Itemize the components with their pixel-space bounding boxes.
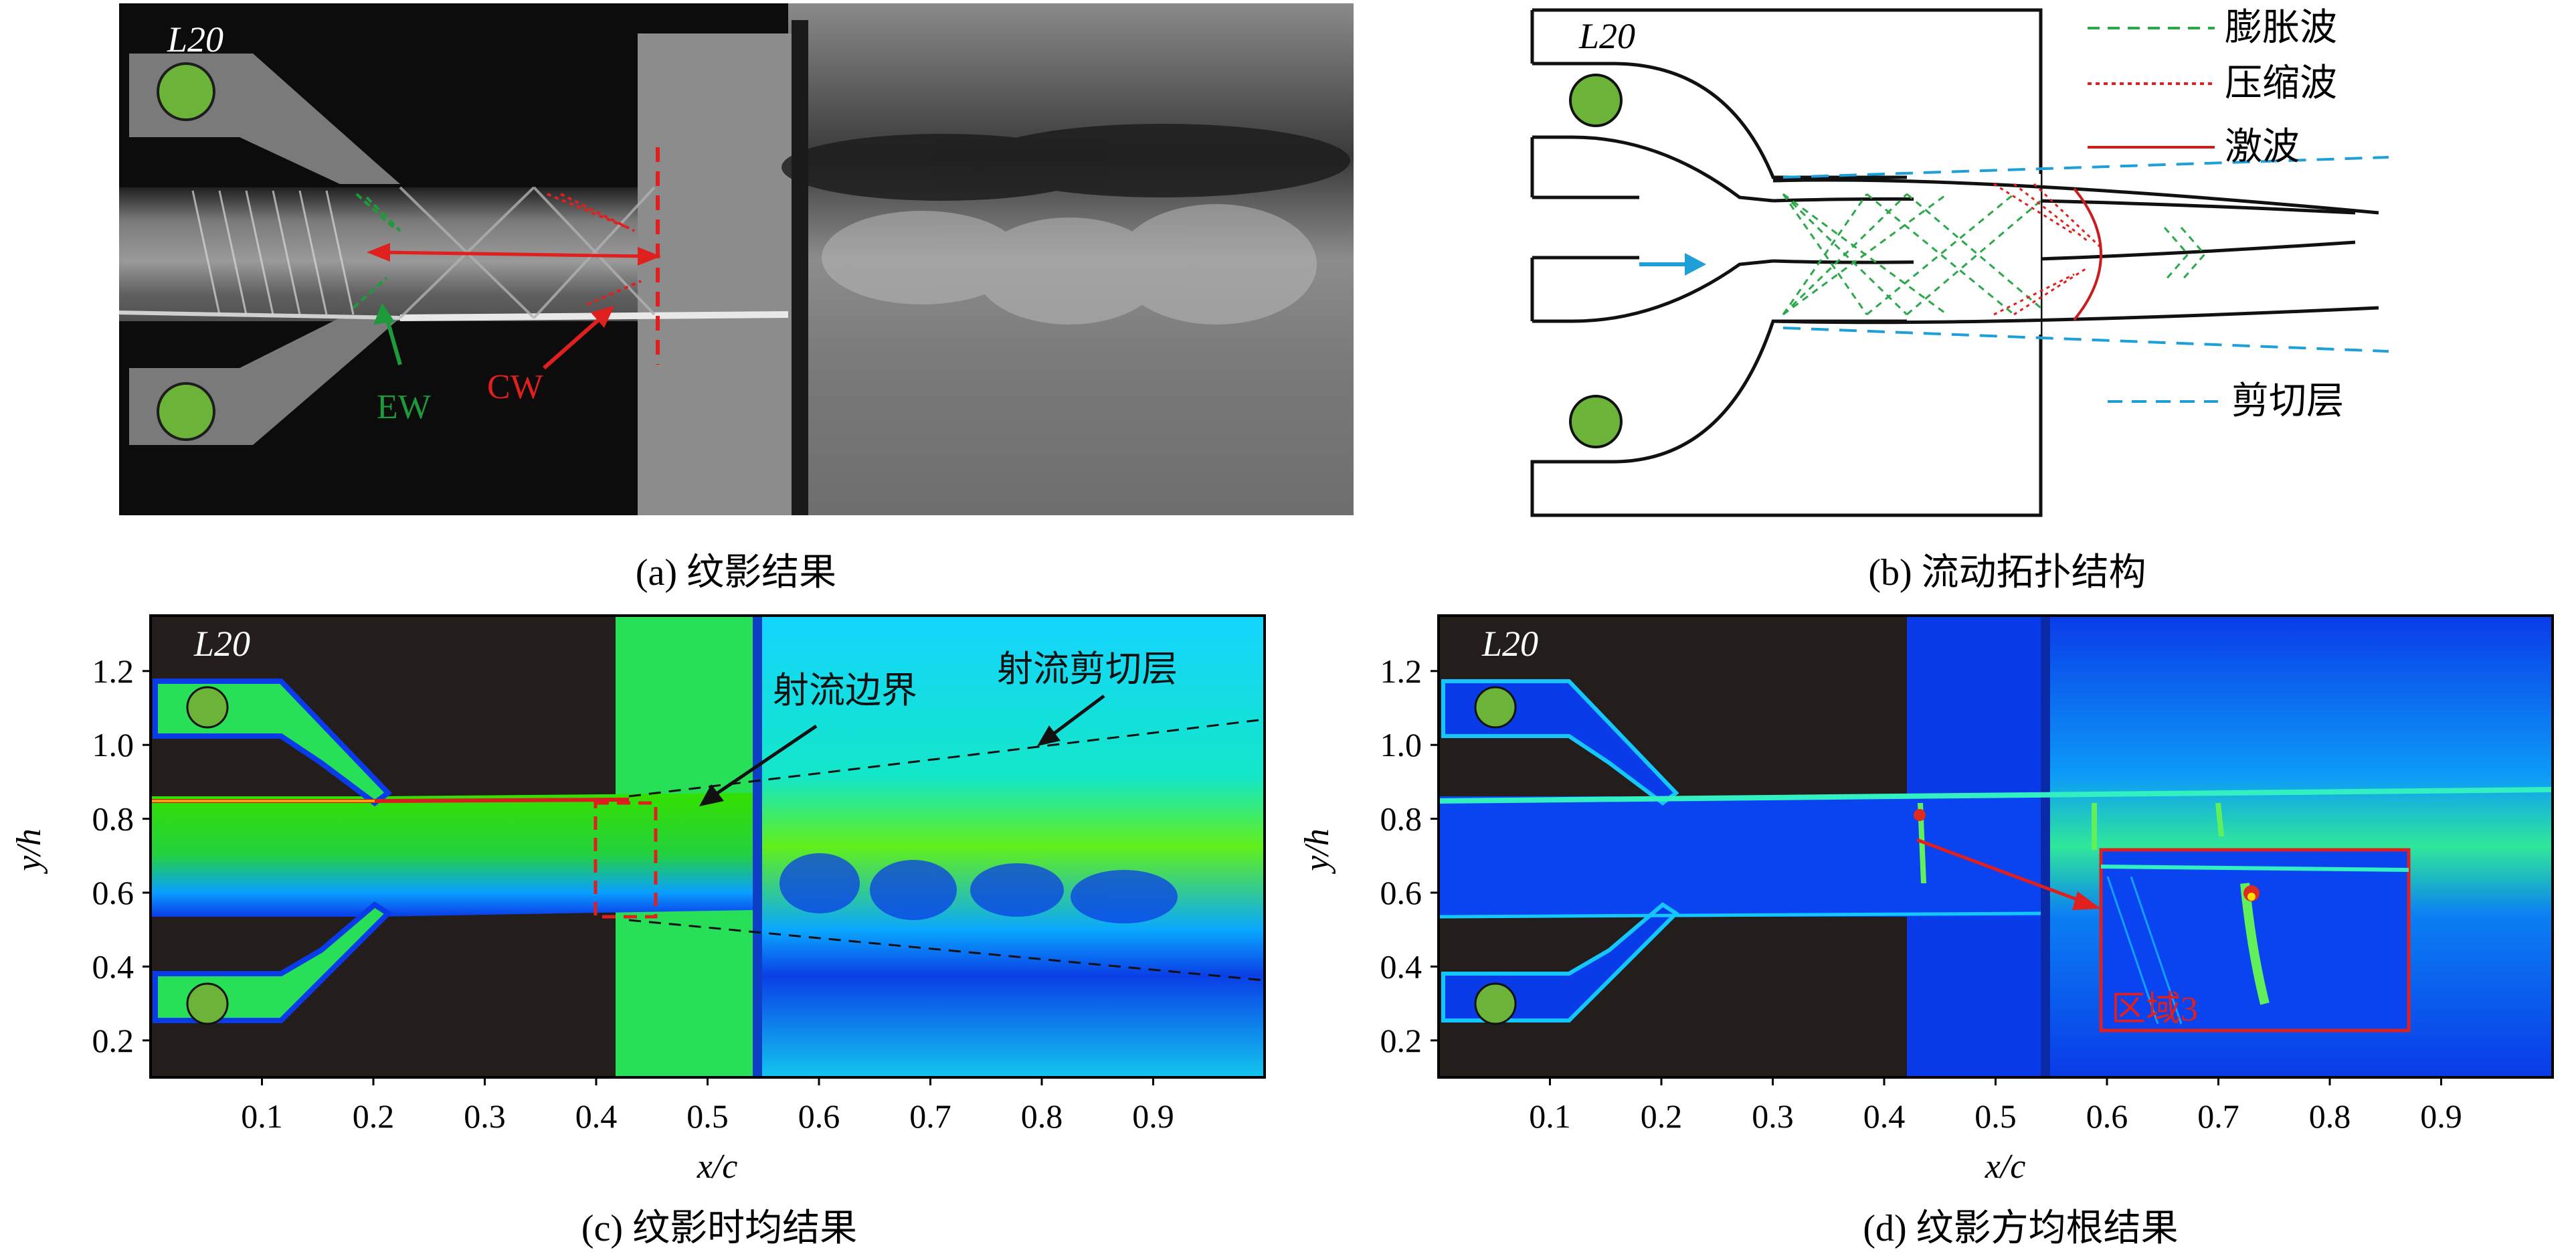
y-tick-label: 0.6 xyxy=(92,874,134,911)
panel-b-diagram: L20 膨胀波 压缩波 激波 剪切层 xyxy=(1530,7,2389,517)
panel-d-plot-area: 区域3 L20 xyxy=(1437,614,2554,1079)
y-tick-label: 0.6 xyxy=(1380,874,1422,911)
panel-d-chart: 区域3 L20 1.21.00.80.60.40.2 0.1 0.2 0.3 0.4 0… xyxy=(1298,614,2554,1186)
panel-c-x-ticks: 0.1 0.2 0.3 0.4 0.5 0.6 0.7 0.8 0.9 xyxy=(241,1077,1174,1135)
region-inset: 区域3 xyxy=(2099,848,2411,1033)
y-tick-label: 1.0 xyxy=(92,726,134,764)
legend-label-expansion: 膨胀波 xyxy=(2225,7,2337,49)
panel-a-caption: (a) 纹影结果 xyxy=(635,552,837,594)
x-tick-label: 0.7 xyxy=(2197,1097,2239,1135)
region-label: 区域3 xyxy=(2111,990,2198,1029)
y-tick-label: 1.2 xyxy=(92,652,134,690)
jet-shear-layer-annotation: 射流剪切层 xyxy=(997,649,1178,689)
y-tick-label: 1.2 xyxy=(1380,652,1422,690)
cylinder-top-marker xyxy=(1474,686,1517,729)
x-tick-label: 0.4 xyxy=(1863,1097,1906,1135)
y-tick-label: 0.8 xyxy=(1380,800,1422,838)
legend-label-shock: 激波 xyxy=(2225,126,2300,168)
cylinder-bottom-marker xyxy=(1474,982,1517,1025)
panel-d-label: L20 xyxy=(1481,624,1538,664)
y-tick-label: 0.8 xyxy=(92,800,134,838)
panel-c-heatmap: L20 射流边界 射流剪切层 1.2 1.0 0.8 0.6 0.4 0.2 0.1 0.2… xyxy=(0,602,1288,1251)
y-tick-label: 0.4 xyxy=(1380,948,1422,985)
cylinder-top-marker xyxy=(157,62,215,121)
x-tick-label: 0.3 xyxy=(464,1097,506,1135)
x-tick-label: 0.8 xyxy=(1021,1097,1063,1135)
panel-c-y-ticks: 1.2 1.0 0.8 0.6 0.4 0.2 xyxy=(92,652,151,1059)
x-tick-label: 0.9 xyxy=(2420,1097,2462,1135)
legend-label-shear: 剪切层 xyxy=(2231,381,2344,422)
panel-d-x-axis-label: x/c xyxy=(1985,1148,2026,1184)
x-tick-label: 0.9 xyxy=(1132,1097,1174,1135)
x-tick-label: 0.5 xyxy=(1974,1097,2017,1135)
y-tick-label: 0.4 xyxy=(92,948,134,985)
panel-a-image: L20 EW CW xyxy=(118,3,1354,515)
panel-b-caption: (b) 流动拓扑结构 xyxy=(1868,552,2146,594)
cw-annotation: CW xyxy=(487,368,543,406)
x-tick-label: 0.2 xyxy=(1641,1097,1683,1135)
cylinder-bottom-marker xyxy=(157,382,215,441)
panel-c-y-axis-label: y/h xyxy=(10,828,48,875)
panel-d-y-axis-label: y/h xyxy=(1298,828,1336,875)
x-tick-label: 0.1 xyxy=(1529,1097,1571,1135)
x-tick-label: 0.1 xyxy=(241,1097,283,1135)
cylinder-bottom-marker xyxy=(186,982,229,1025)
y-tick-label: 0.2 xyxy=(92,1022,134,1059)
y-tick-label: 1.0 xyxy=(1380,726,1422,764)
cylinder-top-marker xyxy=(1569,74,1623,127)
x-tick-label: 0.8 xyxy=(2309,1097,2351,1135)
panel-d-caption: (d) 纹影方均根结果 xyxy=(1863,1208,2179,1249)
jet-boundary-annotation: 射流边界 xyxy=(773,670,917,711)
legend: 膨胀波 压缩波 激波 剪切层 xyxy=(2088,7,2344,422)
panel-a-label: L20 xyxy=(167,19,223,60)
panel-b-topology: L20 膨胀波 压缩波 激波 剪切层 xyxy=(1505,0,2576,522)
ew-annotation: EW xyxy=(377,388,431,426)
panel-b-label: L20 xyxy=(1578,16,1635,56)
y-tick-label: 0.2 xyxy=(1380,1022,1422,1059)
cylinder-top-marker xyxy=(186,686,229,729)
panel-c-plot-area: L20 射流边界 射流剪切层 xyxy=(149,614,1266,1079)
panel-d-heatmap: 区域3 L20 1.2 1.0 0.8 0.6 0.4 0.2 0.1 0.2 0.3 0.4 0… xyxy=(1288,602,2576,1251)
x-tick-label: 0.6 xyxy=(798,1097,840,1135)
panel-d-x-ticks: 0.1 0.2 0.3 0.4 0.5 0.6 0.7 0.8 0.9 xyxy=(1529,1077,2462,1135)
x-tick-label: 0.2 xyxy=(353,1097,395,1135)
panel-c-x-axis-label: x/c xyxy=(697,1148,738,1184)
x-tick-label: 0.5 xyxy=(686,1097,729,1135)
x-tick-label: 0.7 xyxy=(909,1097,951,1135)
panel-c-chart: L20 射流边界 射流剪切层 1.2 1.0 0.8 0.6 0.4 0.2 0.1 0.2… xyxy=(10,614,1266,1186)
cylinder-bottom-marker xyxy=(1569,395,1623,448)
x-tick-label: 0.3 xyxy=(1752,1097,1794,1135)
panel-a-schlieren: L20 EW CW xyxy=(118,3,1354,515)
panel-c-label: L20 xyxy=(193,624,250,664)
x-tick-label: 0.6 xyxy=(2086,1097,2128,1135)
legend-label-compression: 压缩波 xyxy=(2225,63,2337,104)
panel-c-caption: (c) 纹影时均结果 xyxy=(581,1208,858,1249)
x-tick-label: 0.4 xyxy=(575,1097,618,1135)
panel-d-y-ticks: 1.2 1.0 0.8 0.6 0.4 0.2 xyxy=(1380,652,1439,1059)
